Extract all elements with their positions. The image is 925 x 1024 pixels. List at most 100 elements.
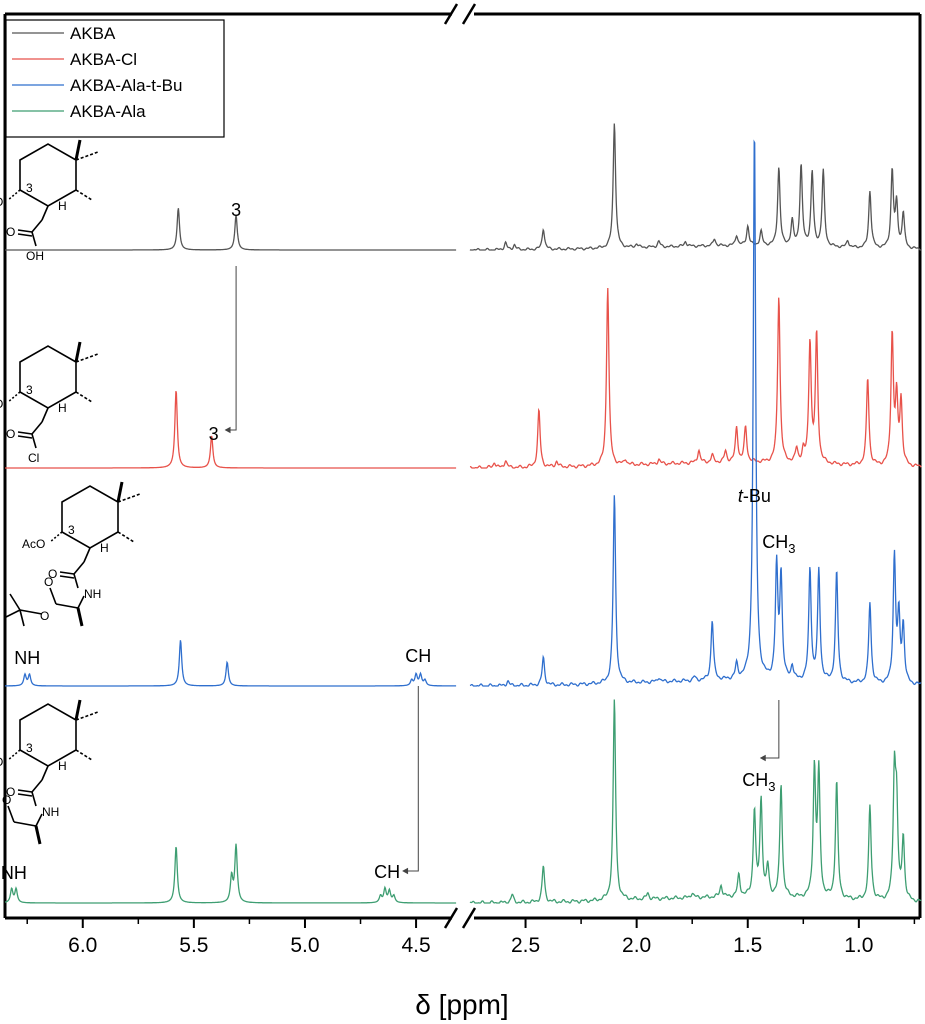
bond — [7, 391, 21, 403]
spectrum-line-2 — [469, 287, 922, 469]
structure-labels: AcO3HOOHAcO3HOClAcO3HONHOOAcO3HONHOHO — [0, 181, 109, 819]
x-tick-label: 5.5 — [179, 934, 208, 957]
oxygen-label: O — [6, 785, 15, 799]
x-tick-label: 2.0 — [622, 934, 651, 957]
x-axis-ticks — [26, 918, 916, 928]
leader-3-head — [224, 426, 231, 434]
bond — [31, 231, 37, 247]
axis-break-bottom — [443, 907, 477, 929]
oxygen-label: O — [44, 575, 53, 589]
bond — [31, 791, 37, 807]
oxygen-label: O — [6, 225, 15, 239]
position-label: 3 — [26, 181, 33, 195]
legend-label: AKBA-Ala — [70, 102, 146, 121]
bond — [74, 341, 82, 363]
peak-label: NH — [14, 648, 40, 668]
bond — [31, 219, 43, 233]
leader-ch-head — [402, 867, 409, 875]
bond — [74, 139, 82, 161]
bond — [3, 609, 21, 619]
x-tick-label: 2.5 — [511, 934, 540, 957]
bond — [83, 547, 91, 563]
peak-label: CH3 — [762, 532, 795, 556]
bond — [75, 151, 99, 161]
hydrogen-label: H — [100, 541, 109, 555]
legend-label: AKBA — [70, 24, 116, 43]
bond — [17, 435, 33, 439]
x-axis-title: δ [ppm] — [415, 989, 508, 1020]
x-tick-label: 5.0 — [290, 934, 319, 957]
peak-label: CH — [374, 862, 400, 882]
acetoxy-label: AcO — [0, 195, 3, 209]
bond — [75, 711, 99, 721]
chloride-label: Cl — [28, 451, 39, 465]
ring — [19, 143, 77, 207]
bond — [116, 481, 124, 503]
peak-label: 3 — [209, 424, 219, 444]
bond — [31, 421, 43, 435]
x-tick-label: 4.5 — [401, 934, 430, 957]
bond — [55, 603, 79, 609]
bond — [75, 189, 93, 201]
spectrum-line-4 — [469, 699, 922, 904]
bond — [59, 571, 75, 575]
leader-ch — [403, 686, 419, 872]
bond — [117, 493, 141, 503]
hydrogen-label: H — [58, 199, 67, 213]
position-label: 3 — [68, 523, 75, 537]
spectra — [4, 123, 922, 904]
hydroxyl-label: OH — [26, 249, 44, 263]
bond — [41, 205, 49, 221]
ester-oxygen-label: O — [40, 609, 49, 623]
bond — [41, 765, 49, 781]
hydrogen-label: H — [58, 759, 67, 773]
peak-label: NH — [1, 863, 27, 883]
leader-ch3 — [760, 700, 780, 759]
bond — [7, 805, 15, 823]
bond — [13, 821, 37, 827]
bond — [7, 749, 21, 761]
oxygen-label: O — [48, 567, 57, 581]
legend-label: AKBA-Cl — [70, 50, 137, 69]
bond — [17, 793, 33, 797]
annotation-leaders — [224, 266, 780, 875]
peak-label: CH — [405, 646, 431, 666]
leader-3 — [225, 266, 237, 431]
plot-frame — [3, 12, 922, 920]
legend-box — [5, 19, 225, 138]
acetoxy-label: AcO — [22, 537, 45, 551]
bond — [34, 825, 42, 845]
annotations: 3 3 NH CH t-Bu CH3 NH CH CH3 — [1, 200, 796, 883]
leader-ch3-head — [759, 754, 766, 762]
x-tick-label: 1.5 — [733, 934, 762, 957]
bond — [35, 813, 43, 827]
ring — [19, 345, 77, 409]
spectrum-line-2 — [5, 390, 457, 469]
ring — [61, 485, 119, 549]
bond — [7, 189, 21, 201]
spectrum-line-1 — [5, 208, 457, 251]
bond — [17, 233, 33, 237]
spectrum-line-3 — [5, 640, 457, 687]
axis-break-top — [443, 3, 477, 25]
bond — [49, 531, 63, 543]
bond — [17, 229, 33, 233]
bond — [74, 699, 82, 721]
hydrogen-label: H — [58, 401, 67, 415]
bond — [117, 531, 135, 543]
position-label: 3 — [26, 383, 33, 397]
oxygen-label: O — [6, 427, 15, 441]
bond — [19, 609, 25, 627]
spectrum-line-1 — [469, 123, 922, 251]
peak-label: t-Bu — [738, 486, 771, 506]
bond — [41, 407, 49, 423]
bond — [75, 749, 93, 761]
x-axis-tick-labels: 6.0 5.5 5.0 4.5 2.5 2.0 1.5 1.0 — [68, 934, 873, 957]
legend: AKBA AKBA-Cl AKBA-Ala-t-Bu AKBA-Ala — [5, 19, 225, 138]
bond — [19, 609, 43, 615]
ring — [19, 703, 77, 767]
bond — [49, 587, 57, 605]
bond — [17, 431, 33, 435]
x-tick-label: 6.0 — [68, 934, 97, 957]
